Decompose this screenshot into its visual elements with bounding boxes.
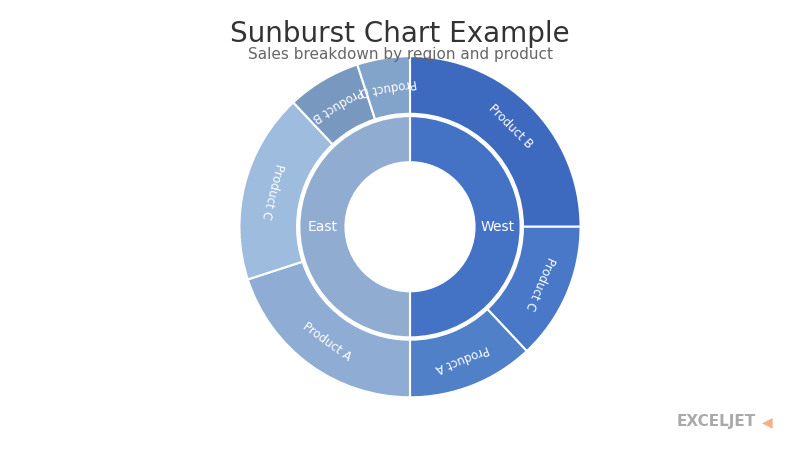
- Text: West: West: [481, 220, 514, 234]
- Wedge shape: [299, 116, 410, 337]
- Text: ◀: ◀: [762, 415, 772, 429]
- Wedge shape: [410, 116, 521, 337]
- Wedge shape: [358, 56, 410, 119]
- Wedge shape: [239, 102, 333, 279]
- Text: EXCELJET: EXCELJET: [677, 414, 756, 429]
- Text: Product C: Product C: [523, 255, 558, 312]
- Text: Product D: Product D: [358, 76, 418, 98]
- Wedge shape: [294, 65, 375, 145]
- Wedge shape: [248, 262, 410, 397]
- Text: Product B: Product B: [486, 102, 535, 151]
- Text: Product C: Product C: [259, 163, 286, 220]
- Text: Product A: Product A: [434, 342, 491, 375]
- Text: East: East: [307, 220, 338, 234]
- Text: Sales breakdown by region and product: Sales breakdown by region and product: [247, 47, 553, 62]
- Wedge shape: [410, 56, 581, 227]
- Wedge shape: [410, 309, 526, 397]
- Text: Product B: Product B: [310, 85, 366, 125]
- Text: Sunburst Chart Example: Sunburst Chart Example: [230, 20, 570, 48]
- Wedge shape: [487, 227, 581, 351]
- Text: Product A: Product A: [300, 320, 354, 363]
